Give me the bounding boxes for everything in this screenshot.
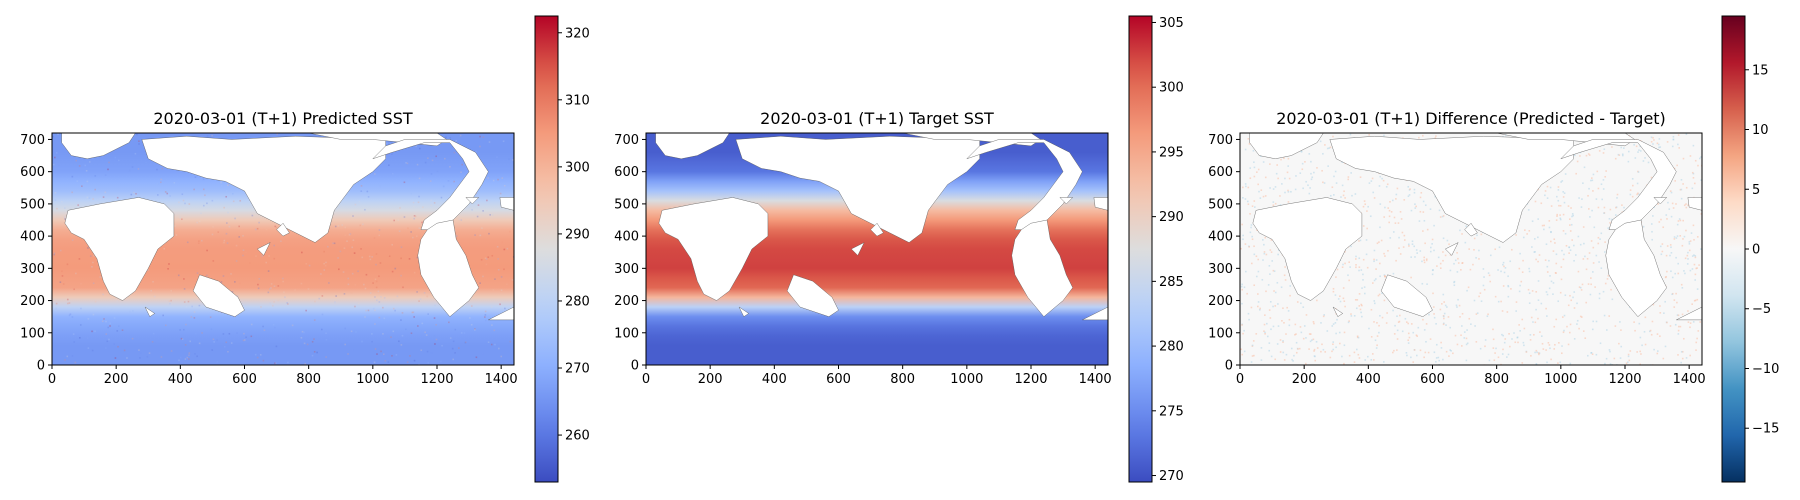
colorbar-tick-label: −5 (1752, 302, 1771, 317)
y-tick-label: 700 (1208, 133, 1233, 148)
colorbar-tick-label: 280 (565, 294, 590, 309)
colorbar-tick-label: 290 (565, 227, 590, 242)
x-tick-label: 400 (762, 372, 787, 387)
plot-frame (1239, 132, 1703, 366)
y-tick-label: 400 (1208, 230, 1233, 245)
colorbar-tick-label: 270 (1159, 469, 1184, 484)
chart-panel-1: 2020-03-01 (T+1) Predicted SST 0 200 400 600… (20, 15, 590, 483)
x-tick-label: 1400 (1079, 372, 1112, 387)
colorbar (1128, 15, 1153, 483)
x-tick-label: 800 (890, 372, 915, 387)
colorbar-tick-label: 270 (565, 362, 590, 377)
colorbar-tick-label: 290 (1159, 210, 1184, 225)
colorbar-tick-label: 5 (1752, 183, 1760, 198)
y-tick-label: 600 (1208, 165, 1233, 180)
colorbar-tick-label: 305 (1159, 16, 1184, 31)
colorbar-tick-label: 300 (565, 160, 590, 175)
x-tick-label: 600 (826, 372, 851, 387)
x-tick-label: 1200 (1014, 372, 1047, 387)
y-tick-label: 500 (614, 197, 639, 212)
colorbar-tick-label: 0 (1752, 243, 1760, 258)
chart-title: 2020-03-01 (T+1) Predicted SST (153, 109, 413, 128)
colorbar-tick-label: 10 (1752, 123, 1769, 138)
colorbar-tick-label: 260 (565, 429, 590, 444)
x-tick-label: 1200 (420, 372, 453, 387)
colorbar-tick-label: −10 (1752, 362, 1779, 377)
x-tick-label: 200 (698, 372, 723, 387)
chart-panel-3: 2020-03-01 (T+1) Difference (Predicted -… (1208, 15, 1779, 483)
colorbar-tick-label: −15 (1752, 422, 1779, 437)
y-tick-label: 700 (614, 133, 639, 148)
y-tick-label: 300 (614, 262, 639, 277)
colorbar-tick-label: 15 (1752, 63, 1769, 78)
x-tick-label: 1000 (950, 372, 983, 387)
colorbar-tick-label: 285 (1159, 275, 1184, 290)
y-tick-label: 200 (1208, 294, 1233, 309)
heatmap-field (1240, 133, 1702, 365)
x-tick-label: 1400 (1673, 372, 1706, 387)
colorbar-tick-label: 295 (1159, 145, 1184, 160)
x-tick-label: 200 (104, 372, 129, 387)
colorbar-tick-label: 320 (565, 26, 590, 41)
chart-panel-2: 2020-03-01 (T+1) Target SST 0 200 400 600 800… (614, 15, 1184, 484)
x-tick-label: 800 (1484, 372, 1509, 387)
y-tick-label: 600 (20, 165, 45, 180)
y-tick-label: 300 (1208, 262, 1233, 277)
x-tick-label: 1400 (485, 372, 518, 387)
x-tick-label: 0 (642, 372, 650, 387)
land-mask (61, 133, 514, 321)
y-tick-label: 500 (1208, 197, 1233, 212)
y-tick-label: 600 (614, 165, 639, 180)
x-tick-label: 1000 (356, 372, 389, 387)
colorbar-tick-label: 310 (565, 93, 590, 108)
x-tick-label: 0 (48, 372, 56, 387)
y-tick-label: 500 (20, 197, 45, 212)
colorbar-tick-label: 300 (1159, 81, 1184, 96)
x-tick-label: 200 (1292, 372, 1317, 387)
heatmap-field (52, 133, 514, 365)
x-tick-label: 0 (1236, 372, 1244, 387)
colorbar (1721, 15, 1746, 483)
y-tick-label: 100 (20, 326, 45, 341)
y-tick-label: 200 (20, 294, 45, 309)
y-tick-label: 0 (1225, 359, 1233, 374)
y-tick-label: 0 (631, 359, 639, 374)
x-tick-label: 600 (232, 372, 257, 387)
x-tick-label: 800 (296, 372, 321, 387)
heatmap-field (646, 133, 1108, 365)
colorbar-tick-label: 275 (1159, 404, 1184, 419)
y-tick-label: 400 (20, 230, 45, 245)
y-tick-label: 0 (37, 359, 45, 374)
colorbar (534, 15, 559, 483)
y-tick-label: 200 (614, 294, 639, 309)
x-tick-label: 400 (168, 372, 193, 387)
chart-title: 2020-03-01 (T+1) Difference (Predicted -… (1276, 109, 1666, 128)
land-mask (655, 133, 1108, 321)
y-tick-label: 300 (20, 262, 45, 277)
land-mask (1249, 133, 1702, 321)
y-tick-label: 100 (1208, 326, 1233, 341)
plot-frame (645, 132, 1109, 366)
x-tick-label: 600 (1420, 372, 1445, 387)
y-tick-label: 100 (614, 326, 639, 341)
x-tick-label: 1000 (1544, 372, 1577, 387)
x-tick-label: 400 (1356, 372, 1381, 387)
chart-title: 2020-03-01 (T+1) Target SST (760, 109, 994, 128)
y-tick-label: 700 (20, 133, 45, 148)
y-tick-label: 400 (614, 230, 639, 245)
x-tick-label: 1200 (1608, 372, 1641, 387)
plot-frame (51, 132, 515, 366)
colorbar-tick-label: 280 (1159, 340, 1184, 355)
